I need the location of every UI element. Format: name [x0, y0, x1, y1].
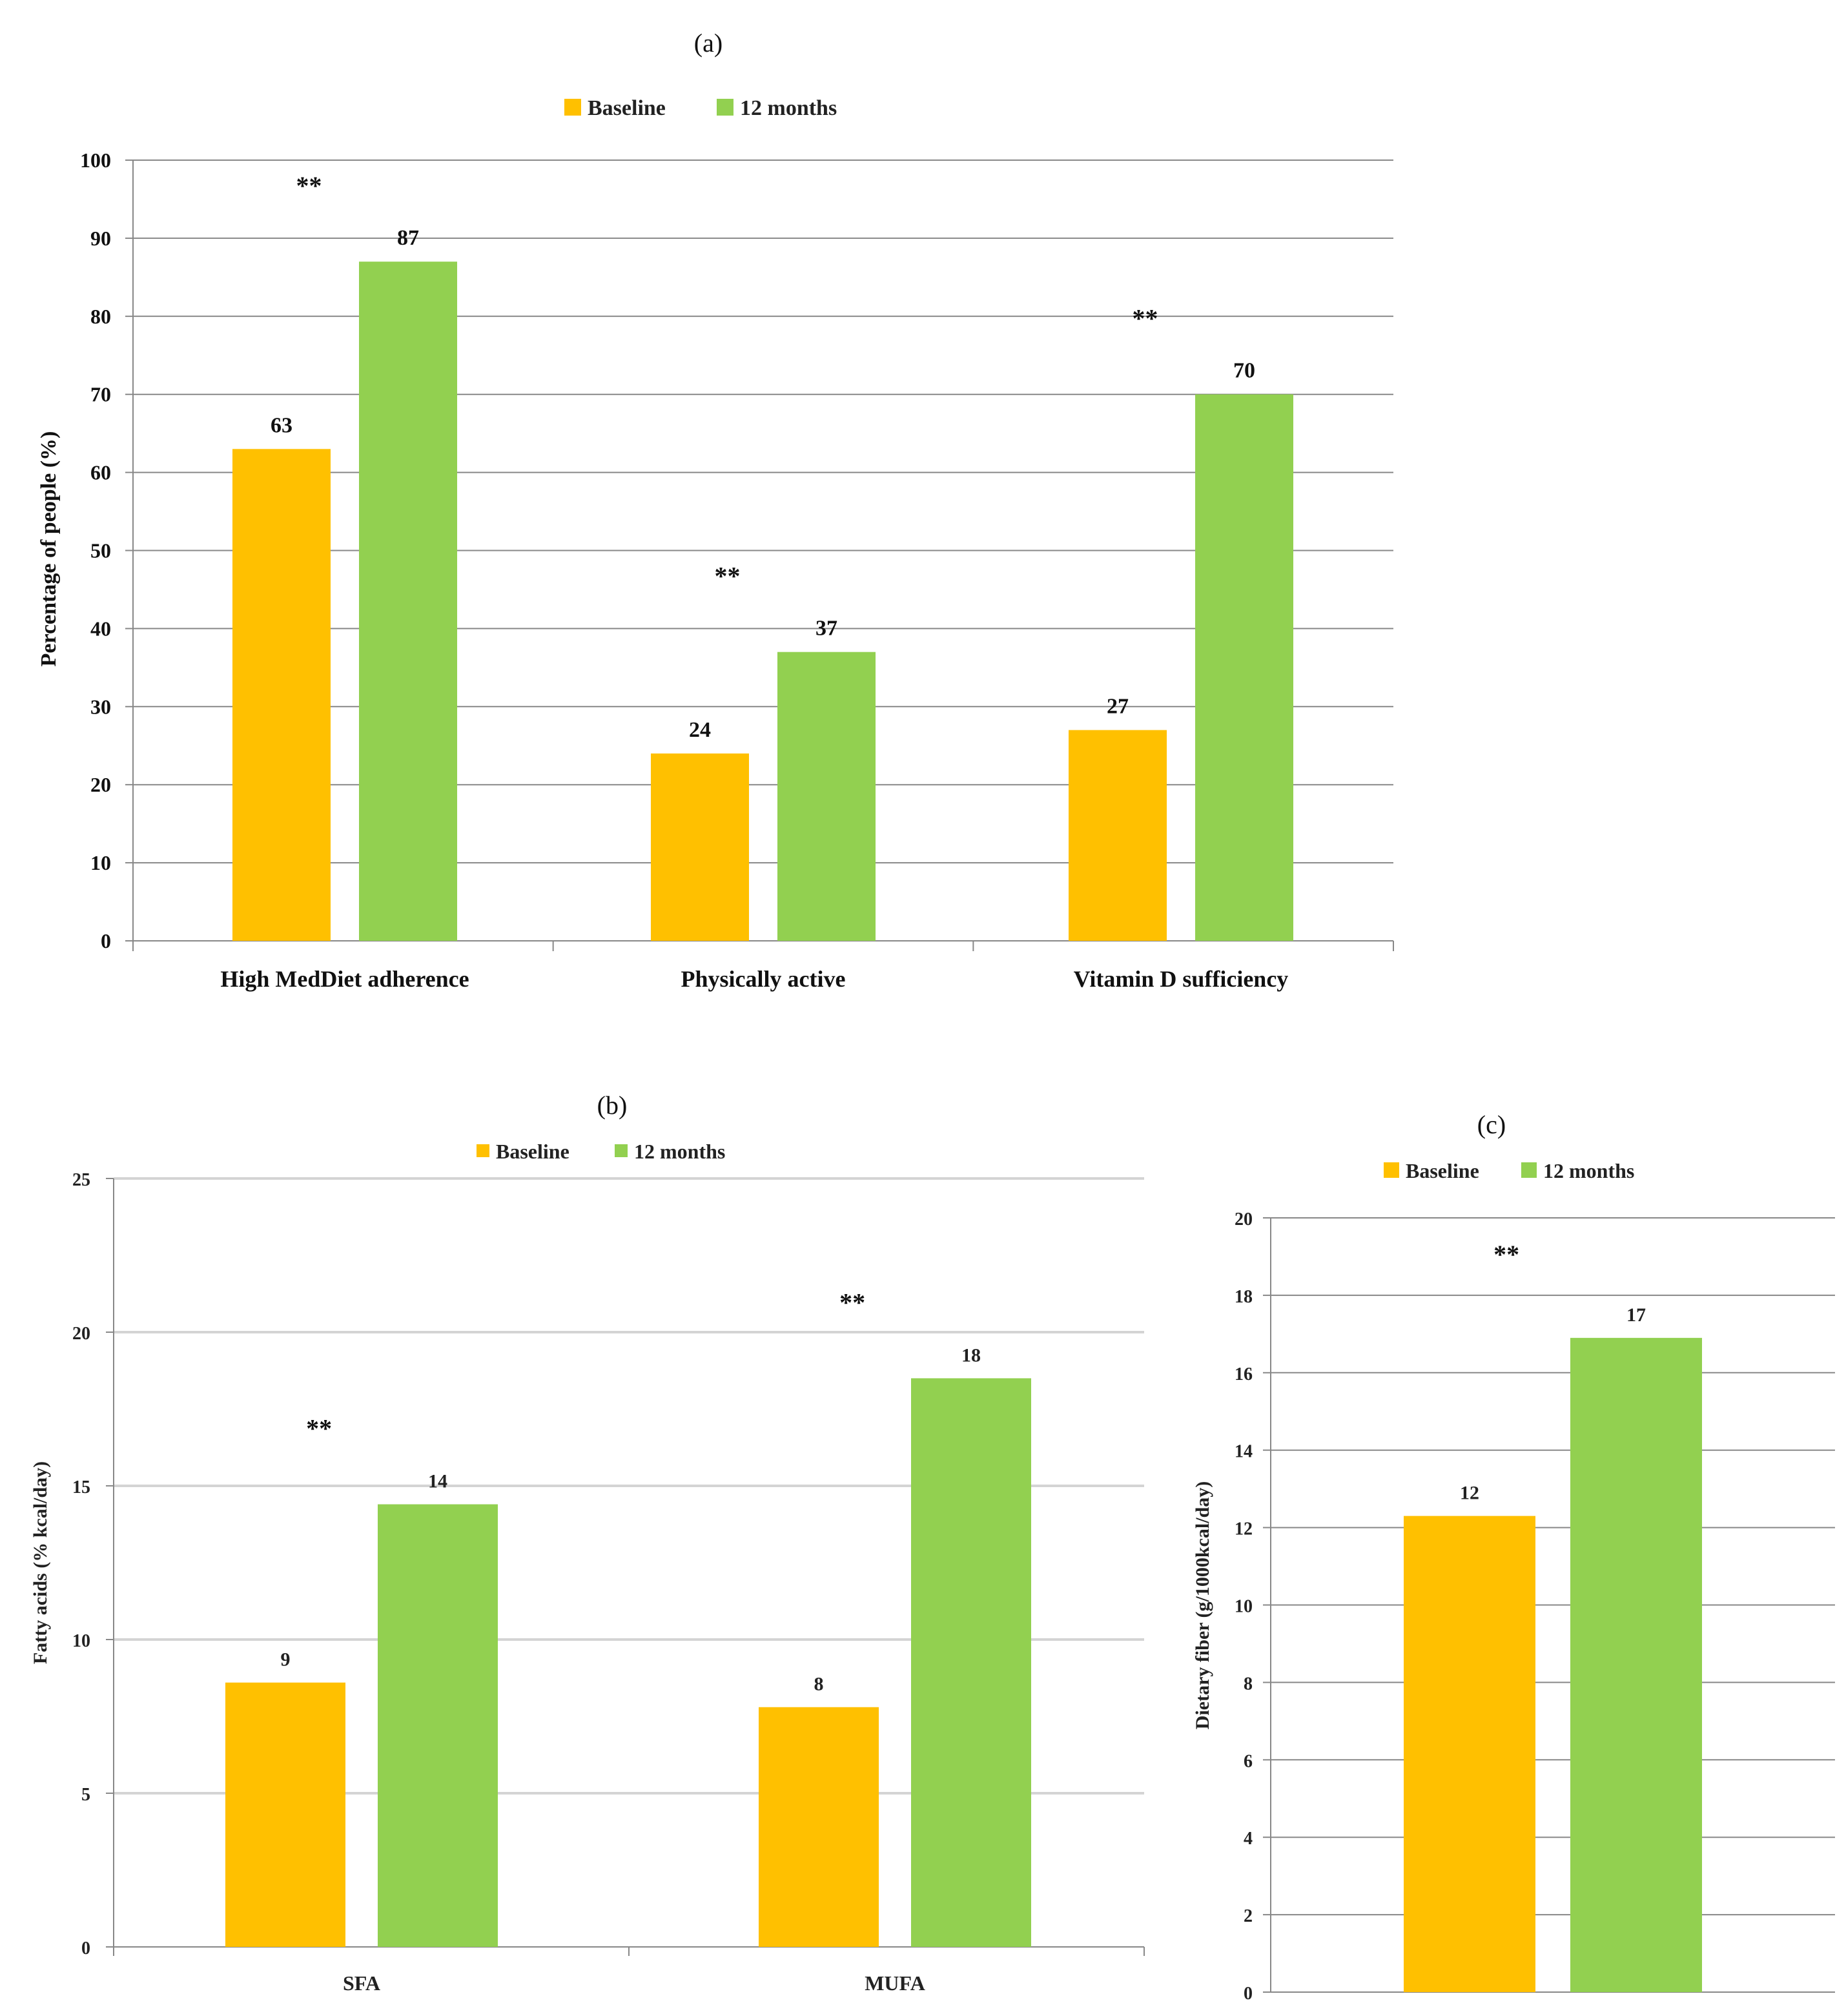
y-tick-label: 16	[1235, 1364, 1253, 1384]
y-tick-label: 8	[1244, 1674, 1253, 1694]
data-label: 37	[815, 617, 837, 641]
data-label: 27	[1107, 695, 1129, 719]
y-tick-label: 14	[1235, 1442, 1253, 1462]
bar-baseline-physically-active	[651, 753, 749, 941]
chart-c-y-axis-title: Dietary fiber (g/1000kcal/day)	[1192, 1481, 1213, 1729]
bar-12months-mufa	[911, 1378, 1031, 1947]
bar-12months-fiber	[1570, 1337, 1702, 1992]
y-tick-label: 20	[1235, 1209, 1253, 1229]
bar-baseline-high-meddiet-adherence	[232, 449, 331, 941]
chart-c-title: (c)	[1477, 1110, 1506, 1139]
y-tick-label: 20	[72, 1324, 90, 1344]
legend-baseline-swatch	[564, 99, 581, 116]
significance-marker: **	[306, 1414, 332, 1443]
legend-baseline-label: Baseline	[496, 1140, 569, 1163]
legend-baseline-swatch	[1384, 1162, 1399, 1178]
y-tick-label: 0	[81, 1939, 90, 1959]
legend-12months-label: 12 months	[740, 96, 837, 120]
data-label: 70	[1233, 359, 1255, 383]
y-tick-label: 18	[1235, 1287, 1253, 1307]
x-category-label: High MedDiet adherence	[220, 966, 469, 992]
y-tick-label: 30	[90, 695, 111, 718]
data-label: 14	[428, 1471, 447, 1492]
y-tick-label: 10	[1235, 1597, 1253, 1617]
bar-12months-sfa	[378, 1504, 498, 1947]
bar-baseline-vitamin-d-sufficiency	[1069, 730, 1167, 941]
data-label: 87	[397, 226, 419, 250]
legend-baseline-swatch	[477, 1144, 489, 1157]
y-tick-label: 10	[72, 1631, 90, 1651]
y-tick-label: 12	[1235, 1519, 1253, 1539]
data-label: 17	[1626, 1304, 1646, 1326]
y-tick-label: 10	[90, 851, 111, 874]
significance-marker: **	[839, 1288, 865, 1317]
legend-12months-swatch	[717, 99, 733, 116]
legend-baseline-label: Baseline	[588, 96, 666, 120]
data-label: 18	[961, 1344, 981, 1366]
chart-b-y-axis-title: Fatty acids (% kcal/day)	[30, 1461, 51, 1664]
bar-12months-high-meddiet-adherence	[359, 262, 457, 941]
significance-marker: **	[296, 171, 322, 200]
y-tick-label: 100	[80, 149, 111, 172]
legend-baseline-label: Baseline	[1406, 1159, 1479, 1182]
y-tick-label: 40	[90, 617, 111, 640]
y-tick-label: 4	[1244, 1829, 1253, 1849]
y-tick-label: 80	[90, 305, 111, 328]
x-category-label: Vitamin D sufficiency	[1074, 966, 1289, 992]
y-tick-label: 2	[1244, 1906, 1253, 1926]
y-tick-label: 15	[72, 1477, 90, 1497]
legend-12months-label: 12 months	[1543, 1159, 1634, 1182]
x-category-label: MUFA	[865, 1971, 925, 1995]
y-tick-label: 25	[72, 1170, 90, 1190]
y-tick-label: 90	[90, 227, 111, 250]
bar-baseline-fiber	[1404, 1516, 1535, 1992]
x-category-label: SFA	[343, 1971, 380, 1995]
significance-marker: **	[715, 562, 741, 591]
chart-a-y-axis-title: Percentage of people (%)	[37, 431, 61, 667]
chart-c: (c) Baseline 12 months 0 2 4 6 8 10 12 14 16 18 20…	[1192, 1110, 1835, 2004]
data-label: 24	[689, 718, 711, 742]
chart-a: (a) Baseline 12 months 0 10 20 30 40 50 60 70 80…	[37, 28, 1394, 992]
significance-marker: **	[1133, 304, 1158, 333]
chart-b-title: (b)	[597, 1091, 628, 1120]
x-category-label: Physically active	[681, 966, 846, 992]
y-tick-label: 6	[1244, 1751, 1253, 1771]
y-tick-label: 20	[90, 773, 111, 796]
bar-12months-physically-active	[777, 652, 876, 941]
legend-12months-swatch	[615, 1144, 628, 1157]
y-tick-label: 0	[101, 929, 111, 952]
legend-12months-label: 12 months	[634, 1140, 725, 1163]
legend-12months-swatch	[1521, 1162, 1537, 1178]
significance-marker: **	[1493, 1240, 1519, 1269]
data-label: 12	[1460, 1483, 1479, 1504]
y-tick-label: 0	[1244, 1984, 1253, 2004]
y-tick-label: 60	[90, 461, 111, 484]
chart-b: (b) Baseline 12 months 0 5 10 15 20 25 9 14 ** S…	[30, 1091, 1145, 1995]
data-label: 63	[271, 413, 292, 437]
bar-baseline-sfa	[225, 1682, 345, 1947]
y-tick-label: 70	[90, 383, 111, 406]
bar-baseline-mufa	[759, 1707, 879, 1947]
chart-a-title: (a)	[694, 28, 723, 57]
data-label: 8	[814, 1674, 824, 1695]
y-tick-label: 50	[90, 539, 111, 562]
y-tick-label: 5	[81, 1785, 90, 1805]
bar-12months-vitamin-d-sufficiency	[1195, 394, 1293, 941]
data-label: 9	[281, 1649, 291, 1671]
